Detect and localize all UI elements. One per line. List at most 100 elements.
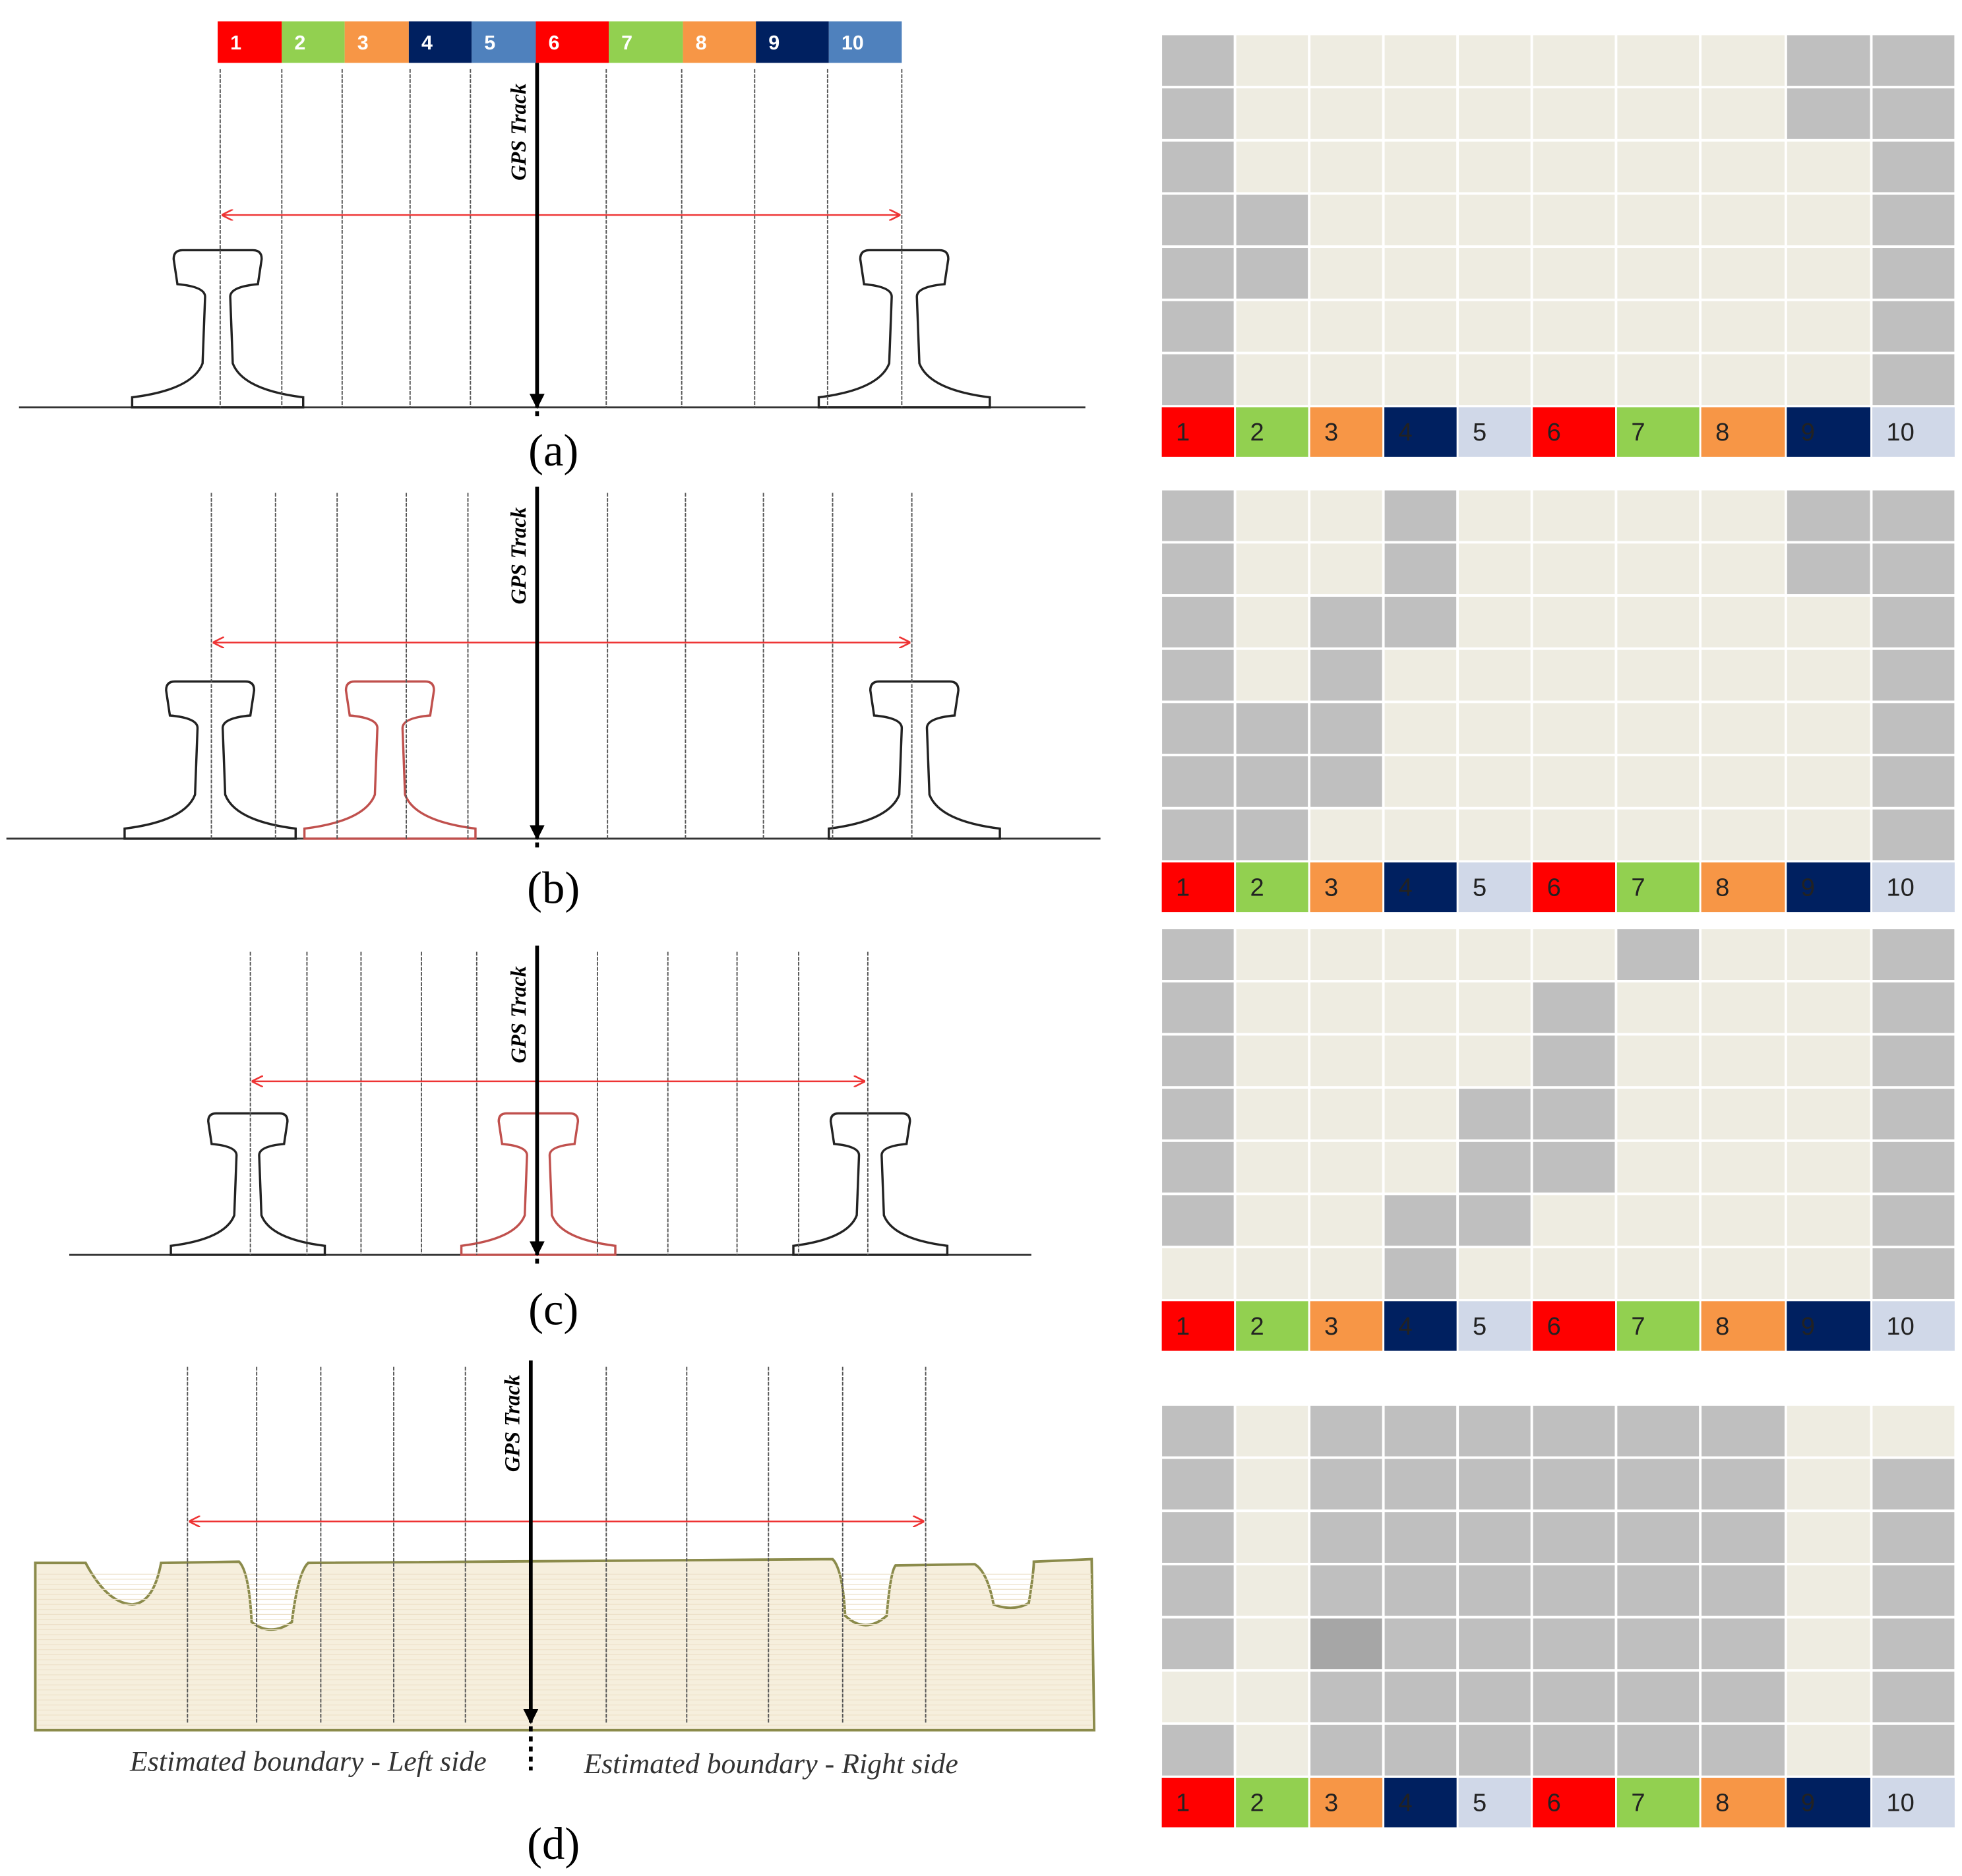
column-cell bbox=[1870, 405, 1957, 459]
strip-cell bbox=[408, 21, 472, 63]
grid-cell bbox=[1308, 1616, 1385, 1672]
grid-cell bbox=[1870, 541, 1957, 597]
grid-cell bbox=[1530, 979, 1618, 1036]
grid-cell bbox=[1784, 979, 1873, 1036]
grid-cell bbox=[1530, 32, 1618, 89]
grid-cell bbox=[1870, 1563, 1957, 1619]
column-label: 9 bbox=[1801, 1789, 1815, 1817]
grid-cell bbox=[1159, 541, 1237, 597]
gps-label: GPS Track bbox=[507, 507, 531, 604]
grid-cell bbox=[1699, 1086, 1787, 1142]
rail bbox=[303, 680, 477, 840]
grid-cell bbox=[1699, 806, 1787, 863]
grid-cell bbox=[1382, 1086, 1459, 1142]
grid-cell bbox=[1699, 754, 1787, 810]
grid-cell bbox=[1784, 1403, 1873, 1459]
column-cell bbox=[1159, 1299, 1237, 1353]
grid-cell bbox=[1870, 754, 1957, 810]
column-label: 6 bbox=[1547, 1312, 1561, 1341]
grid-cell bbox=[1530, 245, 1618, 301]
gps-label: GPS Track bbox=[507, 84, 531, 181]
column-label: 5 bbox=[1473, 873, 1487, 901]
column-cell bbox=[1531, 860, 1617, 914]
column-cell bbox=[1308, 405, 1385, 459]
column-cell bbox=[1308, 860, 1385, 914]
grid-cell bbox=[1308, 1246, 1385, 1302]
grid-cell bbox=[1159, 754, 1237, 810]
grid-cell bbox=[1233, 594, 1311, 650]
rail bbox=[131, 249, 305, 409]
panel-label: (b) bbox=[527, 863, 580, 913]
rail bbox=[792, 1112, 949, 1256]
grid-cell bbox=[1233, 192, 1311, 249]
column-label: 9 bbox=[1801, 418, 1815, 446]
grid-cell bbox=[1456, 541, 1533, 597]
column-label: 3 bbox=[1324, 1789, 1338, 1817]
grid-cell bbox=[1870, 1616, 1957, 1672]
grid-cell bbox=[1699, 541, 1787, 597]
grid-cell bbox=[1382, 806, 1459, 863]
grid-cell bbox=[1614, 487, 1702, 544]
column-label: 2 bbox=[1250, 1789, 1264, 1817]
grid-cell bbox=[1530, 1086, 1618, 1142]
column-label: 2 bbox=[1250, 1312, 1264, 1341]
grid-cell bbox=[1233, 1139, 1311, 1195]
grid-cell bbox=[1530, 1139, 1618, 1195]
column-cell bbox=[1870, 1299, 1957, 1353]
grid-cell bbox=[1784, 806, 1873, 863]
grid-cell bbox=[1530, 192, 1618, 249]
grid-cell bbox=[1699, 245, 1787, 301]
grid-cell bbox=[1456, 1616, 1533, 1672]
column-label: 6 bbox=[1547, 1789, 1561, 1817]
grid-cell bbox=[1159, 487, 1237, 544]
strip-cell bbox=[828, 21, 902, 63]
grid-cell bbox=[1530, 351, 1618, 408]
column-cell bbox=[1615, 405, 1701, 459]
grid-cell bbox=[1870, 487, 1957, 544]
grid-cell bbox=[1308, 926, 1385, 983]
column-label: 7 bbox=[1631, 873, 1645, 901]
grid-cell bbox=[1382, 298, 1459, 355]
grid-cell bbox=[1456, 806, 1533, 863]
grid-cell bbox=[1233, 1086, 1311, 1142]
column-label: 8 bbox=[1715, 873, 1729, 901]
grid-cell bbox=[1870, 1086, 1957, 1142]
grid-cell bbox=[1308, 541, 1385, 597]
grid-cell bbox=[1530, 1563, 1618, 1619]
grid-cell bbox=[1233, 32, 1311, 89]
grid-cell bbox=[1614, 1139, 1702, 1195]
column-cell bbox=[1159, 405, 1237, 459]
grid-cell bbox=[1159, 647, 1237, 704]
strip-label: 7 bbox=[621, 32, 632, 54]
grid-cell bbox=[1456, 138, 1533, 195]
gps-label: GPS Track bbox=[507, 966, 531, 1063]
grid-cell bbox=[1308, 138, 1385, 195]
grid-cell bbox=[1870, 926, 1957, 983]
grid-cell bbox=[1159, 806, 1237, 863]
grid-cell bbox=[1699, 298, 1787, 355]
grid-cell bbox=[1456, 1509, 1533, 1565]
grid-cell bbox=[1382, 1509, 1459, 1565]
grid-cell bbox=[1699, 86, 1787, 142]
strip-cell bbox=[218, 21, 282, 63]
grid-cell bbox=[1614, 245, 1702, 301]
grid-cell bbox=[1456, 979, 1533, 1036]
grid-cell bbox=[1870, 594, 1957, 650]
grid-cell bbox=[1456, 86, 1533, 142]
grid-cell bbox=[1530, 1403, 1618, 1459]
grid-cell bbox=[1784, 1192, 1873, 1249]
grid-cell bbox=[1308, 1722, 1385, 1778]
grid-cell bbox=[1233, 1403, 1311, 1459]
column-cell bbox=[1785, 1776, 1872, 1830]
grid-cell bbox=[1382, 1139, 1459, 1195]
grid-cell bbox=[1308, 1456, 1385, 1513]
column-label: 7 bbox=[1631, 418, 1645, 446]
grid-cell bbox=[1233, 86, 1311, 142]
grid-cell bbox=[1784, 1246, 1873, 1302]
grid-cell bbox=[1159, 926, 1237, 983]
grid-cell bbox=[1699, 1616, 1787, 1672]
grid-cell bbox=[1870, 1669, 1957, 1725]
grid-cell bbox=[1308, 1403, 1385, 1459]
grid-cell bbox=[1308, 86, 1385, 142]
grid-cell bbox=[1233, 351, 1311, 408]
